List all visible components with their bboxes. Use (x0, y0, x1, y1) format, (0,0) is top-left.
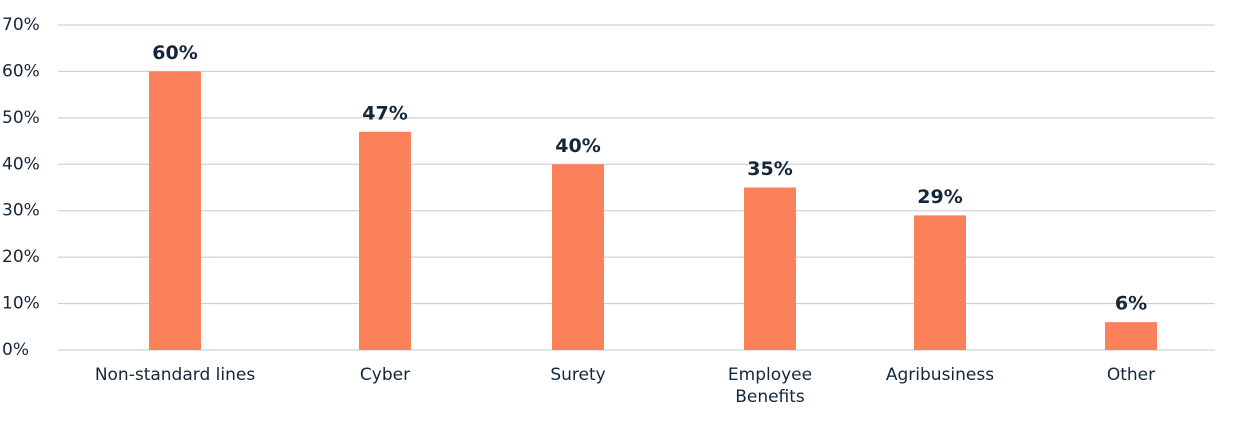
x-tick-label: Other (1106, 365, 1156, 385)
bar (1105, 322, 1157, 350)
value-label: 47% (362, 102, 407, 124)
y-tick-label: 40% (2, 154, 40, 174)
x-tick-label: Employee Benefits (727, 365, 813, 407)
y-tick-label: 60% (2, 61, 40, 81)
y-tick-label: 50% (2, 108, 40, 128)
bar (359, 131, 411, 350)
y-tick-label: 10% (2, 294, 40, 314)
bar (552, 164, 604, 350)
value-label: 40% (555, 135, 600, 157)
value-label: 35% (747, 158, 792, 180)
x-tick-label: Agribusiness (885, 365, 995, 385)
bar (914, 215, 966, 350)
y-tick-label: 30% (2, 201, 40, 221)
value-label: 29% (917, 186, 962, 208)
y-tick-label: 20% (2, 247, 40, 267)
bar (149, 71, 201, 350)
y-tick-label: 70% (2, 15, 40, 35)
x-tick-label: Cyber (359, 365, 411, 385)
value-label: 6% (1115, 293, 1147, 315)
x-tick-label: Non-standard lines (94, 365, 256, 385)
bar (744, 187, 796, 350)
value-label: 60% (152, 42, 197, 64)
x-tick-label: Surety (550, 365, 606, 385)
y-tick-label: 0% (2, 340, 29, 360)
